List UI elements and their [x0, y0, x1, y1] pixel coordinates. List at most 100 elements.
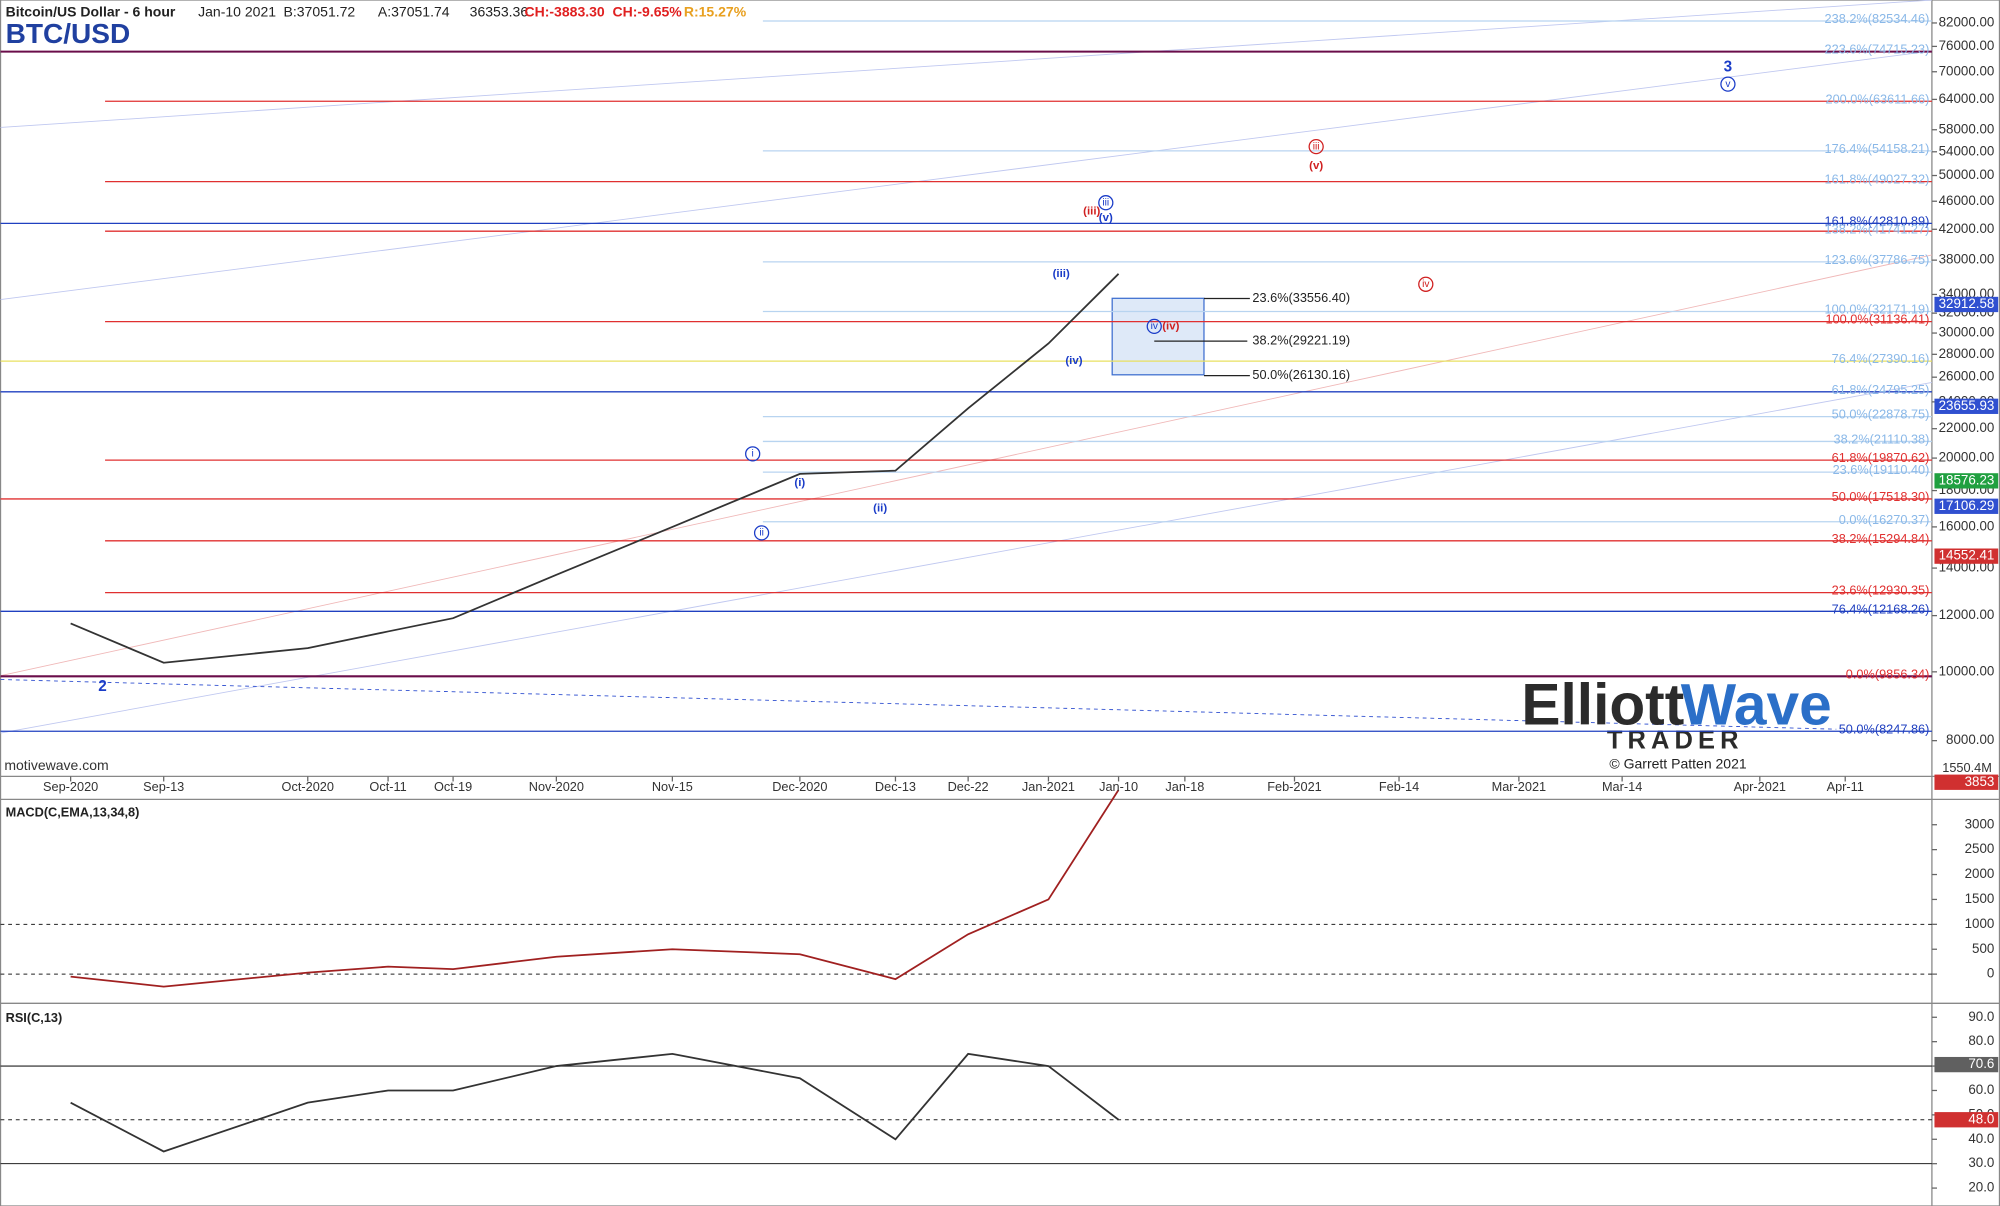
fib-label: 176.4%(54158.21)	[1825, 141, 1930, 156]
fib-label: 76.4%(12168.26)	[1832, 601, 1930, 616]
fib-label: 161.8%(42810.89)	[1825, 213, 1930, 228]
logo-part2: Wave	[1681, 672, 1832, 737]
wave-circle	[1308, 138, 1324, 155]
symbol: Bitcoin/US Dollar - 6 hour	[6, 3, 176, 19]
box-fib-label: 38.2%(29221.19)	[1252, 333, 1350, 348]
y-tick-label: 82000.00	[1939, 14, 1995, 29]
fib-label: 138.2%(41741.27)	[1825, 221, 1930, 236]
price-tag	[1934, 473, 1999, 489]
panel-title: RSI(C,13)	[6, 1010, 63, 1025]
fib-label: 23.6%(19110.40)	[1833, 462, 1930, 477]
target-box	[1111, 297, 1205, 376]
x-tick-label: Oct-11	[369, 779, 406, 794]
y-tick-label: 28000.00	[1939, 346, 1995, 361]
price-tag-label: 23655.93	[1939, 398, 1995, 413]
price-tag-label: 48.0	[1968, 1111, 1994, 1126]
last: 36353.36	[470, 3, 529, 19]
y-tick-label: 30000.00	[1939, 325, 1995, 340]
wave-label: v	[1725, 79, 1731, 90]
price-tag-label: 32912.58	[1939, 296, 1995, 311]
fib-label: 100.0%(32171.19)	[1825, 302, 1930, 317]
wave-label: ii	[759, 528, 764, 539]
x-tick-label: Mar-2021	[1492, 779, 1547, 794]
box-fib-label: 50.0%(26130.16)	[1252, 367, 1350, 382]
wave-label: 2	[98, 678, 107, 695]
panel-title: MACD(C,EMA,13,34,8)	[6, 805, 140, 820]
wave-circle	[753, 525, 770, 541]
x-tick-label: Jan-2021	[1022, 779, 1075, 794]
price-tag	[1934, 548, 1999, 564]
x-tick-label: Oct-19	[434, 779, 472, 794]
box-fib-label: 23.6%(33556.40)	[1252, 290, 1350, 305]
fib-label: 38.2%(21110.38)	[1834, 432, 1930, 447]
fib-label: 76.4%(27390.16)	[1832, 351, 1930, 366]
fib-label: 123.6%(37786.75)	[1825, 252, 1930, 267]
fib-label: 161.8%(49027.32)	[1825, 172, 1930, 187]
wave-label: (i)	[794, 477, 805, 489]
trend-line	[0, 50, 1932, 301]
wave-label: 3	[1724, 59, 1733, 76]
wave-label: iii	[1102, 197, 1109, 208]
price-tag-label: 70.6	[1968, 1056, 1994, 1071]
y-tick-label: 1000	[1965, 916, 1995, 931]
wave-label: (iii)	[1053, 268, 1070, 280]
fib-label: 0.0%(16270.37)	[1839, 512, 1930, 527]
series-line	[70, 789, 1120, 988]
trend-line	[0, 679, 1837, 730]
wave-circle	[1146, 318, 1162, 335]
y-tick-label: 42000.00	[1939, 221, 1995, 236]
x-tick-label: Dec-22	[948, 779, 989, 794]
wave-label: iv	[1422, 279, 1430, 290]
y-tick-label: 8000.00	[1946, 732, 1994, 747]
fib-label: 50.0%(17518.30)	[1832, 489, 1930, 504]
y-tick-label: 46000.00	[1939, 193, 1995, 208]
y-tick-label: 80.0	[1968, 1033, 1994, 1048]
date: Jan-10 2021	[198, 3, 276, 19]
price-tag	[1934, 1056, 1999, 1073]
watermark: motivewave.com	[4, 757, 108, 773]
trend-line	[0, 254, 1933, 677]
x-tick-label: Mar-14	[1602, 779, 1642, 794]
x-tick-label: Jan-10	[1099, 779, 1138, 794]
x-tick-label: Feb-14	[1379, 779, 1419, 794]
wave-label: iii	[1313, 141, 1320, 152]
x-tick-label: Sep-2020	[43, 779, 98, 794]
x-tick-label: Dec-13	[875, 779, 916, 794]
x-tick-label: Oct-2020	[282, 779, 334, 794]
price-tag	[1934, 1112, 1999, 1128]
y-tick-label: 76000.00	[1939, 38, 1995, 53]
wave-circle	[1418, 276, 1434, 292]
y-tick-label: 2500	[1965, 841, 1995, 856]
y-tick-label: 64000.00	[1939, 91, 1995, 106]
y-tick-label: 54000.00	[1939, 143, 1995, 158]
fib-label: 61.8%(19870.62)	[1832, 450, 1930, 465]
fib-label: 200.0%(63611.66)	[1826, 91, 1930, 106]
fib-label: 61.8%(24795.25)	[1832, 382, 1930, 397]
wave-label: (ii)	[873, 503, 887, 515]
x-tick-label: Jan-18	[1165, 779, 1204, 794]
fib-label: 50.0%(22878.75)	[1832, 407, 1930, 422]
y-tick-label: 70000.00	[1939, 63, 1995, 78]
y-tick-label: 26000.00	[1939, 369, 1995, 384]
bid: B:37051.72	[284, 3, 356, 19]
x-tick-label: Apr-11	[1827, 779, 1864, 794]
x-tick-label: Nov-2020	[529, 779, 584, 794]
y-tick-label: 12000.00	[1939, 607, 1995, 622]
y-tick-label: 3000	[1965, 816, 1995, 831]
wave-label: (iii)	[1083, 206, 1100, 218]
price-tag-label: 18576.23	[1939, 472, 1995, 487]
copyright: © Garrett Patten 2021	[1609, 756, 1747, 772]
fib-label: 50.0%(8247.86)	[1839, 721, 1930, 736]
wave-label: (iv)	[1162, 320, 1179, 332]
y-tick-label: 30.0	[1968, 1155, 1994, 1170]
volume-label: 1550.4M	[1942, 760, 1992, 775]
series-line	[70, 273, 1120, 664]
y-tick-label: 16000.00	[1939, 518, 1995, 533]
wave-label: (iv)	[1065, 355, 1082, 367]
y-tick-label: 38000.00	[1939, 252, 1995, 267]
series-line	[70, 1052, 1120, 1153]
price-tag	[1934, 498, 1999, 514]
y-tick-label: 1500	[1965, 891, 1995, 906]
